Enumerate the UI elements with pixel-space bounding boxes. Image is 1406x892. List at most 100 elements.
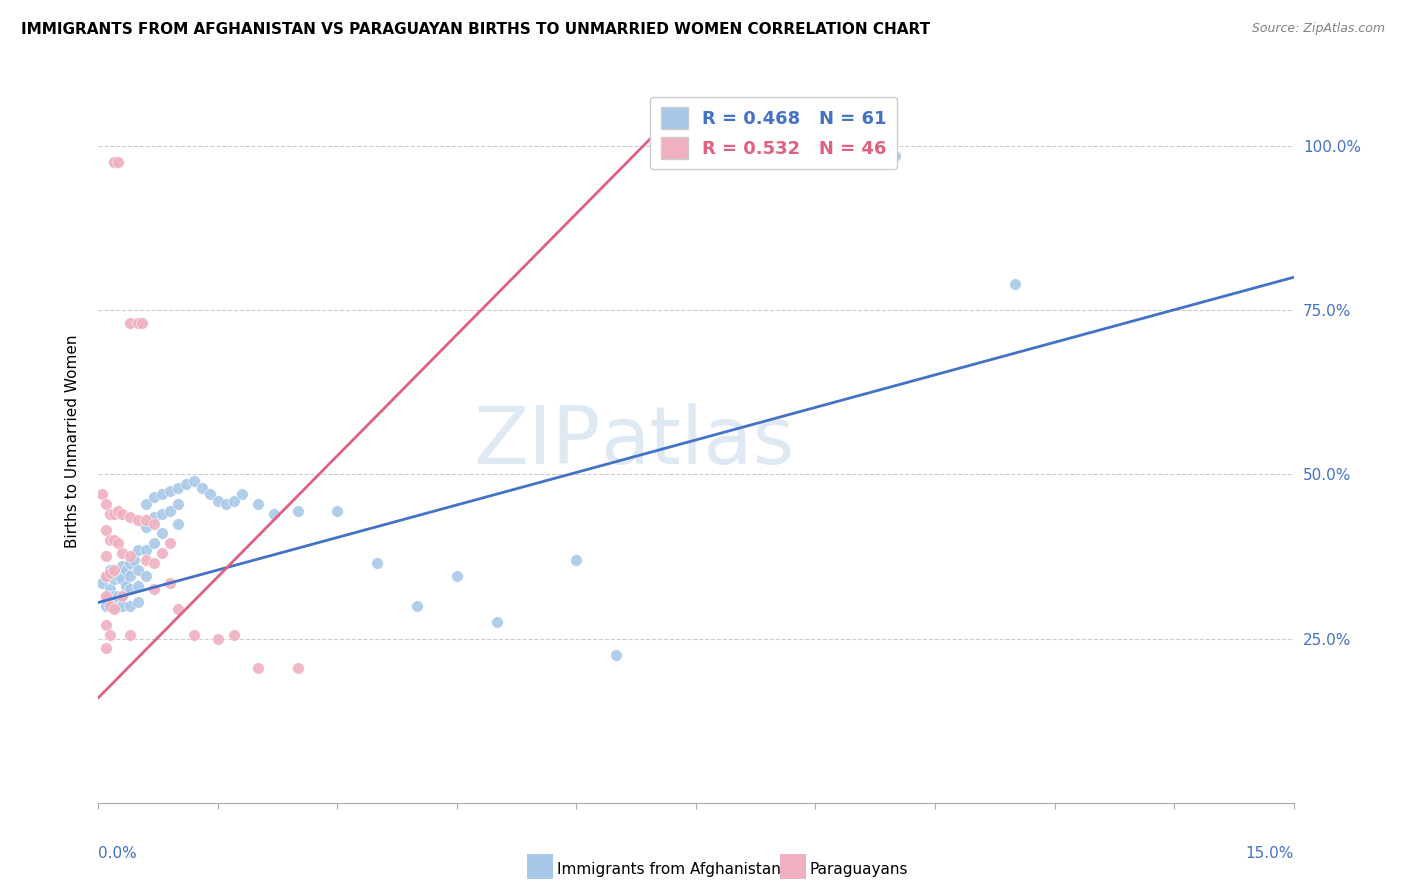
Text: Paraguayans: Paraguayans [810,863,908,877]
Point [191,481,214,495]
Point [98,566,122,580]
Point [96,549,118,564]
Point [96,641,118,656]
Point [98,533,122,547]
Point [366,556,388,570]
Point [120,510,142,524]
Text: Source: ZipAtlas.com: Source: ZipAtlas.com [1251,22,1385,36]
Point [287,503,309,517]
Point [127,513,149,527]
Point [111,507,134,521]
Point [127,563,149,577]
Point [96,569,118,583]
Point [111,589,134,603]
Point [135,569,157,583]
Point [143,582,166,597]
Point [98,599,122,613]
Legend: R = 0.468   N = 61, R = 0.532   N = 46: R = 0.468 N = 61, R = 0.532 N = 46 [650,96,897,169]
Point [91,575,114,590]
Point [127,316,149,330]
Text: ZIP: ZIP [472,402,600,481]
Point [143,491,166,505]
Text: IMMIGRANTS FROM AFGHANISTAN VS PARAGUAYAN BIRTHS TO UNMARRIED WOMEN CORRELATION : IMMIGRANTS FROM AFGHANISTAN VS PARAGUAYA… [21,22,931,37]
Point [246,497,269,511]
Point [485,615,508,630]
Point [111,589,134,603]
Point [135,553,157,567]
Point [135,513,157,527]
Point [91,487,114,501]
Point [120,628,142,642]
Point [96,569,118,583]
Point [115,563,138,577]
Point [167,481,190,495]
Point [98,582,122,597]
Point [107,569,129,583]
Point [446,569,468,583]
Point [406,599,429,613]
Point [1004,277,1026,291]
Point [222,628,245,642]
Point [103,155,125,169]
Point [103,602,125,616]
Point [198,487,221,501]
Point [183,474,205,488]
Point [222,493,245,508]
Point [127,579,149,593]
Point [135,542,157,557]
Point [103,573,125,587]
Point [167,602,190,616]
Point [159,483,181,498]
Point [96,589,118,603]
Point [143,556,166,570]
Point [150,487,173,501]
Point [96,599,118,613]
Point [103,155,125,169]
Point [120,599,142,613]
Point [884,149,907,163]
Point [159,503,181,517]
Point [98,628,122,642]
Point [215,497,238,511]
Point [143,536,166,550]
Text: atlas: atlas [600,402,794,481]
Point [605,648,627,662]
Point [103,589,125,603]
Point [107,589,129,603]
Point [135,520,157,534]
Point [111,559,134,574]
Point [143,510,166,524]
Point [143,516,166,531]
Point [96,618,118,632]
Point [103,533,125,547]
Point [96,523,118,537]
Point [98,563,122,577]
Point [120,556,142,570]
Y-axis label: Births to Unmarried Women: Births to Unmarried Women [65,334,80,549]
Point [111,573,134,587]
Point [326,503,349,517]
Point [127,542,149,557]
Point [207,632,229,646]
Point [103,507,125,521]
Point [98,507,122,521]
Point [287,661,309,675]
Point [107,503,129,517]
Point [150,507,173,521]
Text: 0.0%: 0.0% [98,847,138,861]
Point [124,553,146,567]
Point [150,526,173,541]
Point [231,487,253,501]
Point [150,546,173,560]
Point [107,155,129,169]
Point [127,595,149,609]
Point [120,549,142,564]
Text: 15.0%: 15.0% [1246,847,1294,861]
Point [159,536,181,550]
Point [103,563,125,577]
Point [207,493,229,508]
Point [103,599,125,613]
Point [565,553,588,567]
Point [159,575,181,590]
Point [96,592,118,607]
